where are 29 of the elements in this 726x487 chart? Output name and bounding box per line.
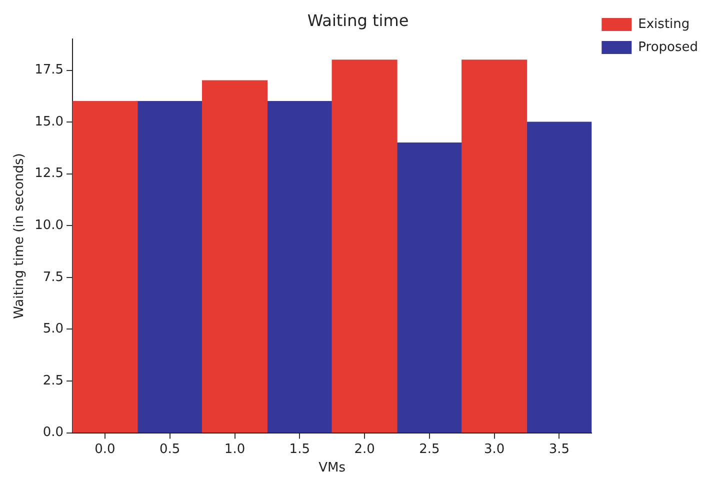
x-tick-label: 3.5: [548, 442, 570, 457]
x-tick-label: 1.5: [289, 442, 310, 457]
bar: [462, 60, 528, 433]
bar: [396, 142, 462, 433]
x-tick-label: 2.0: [354, 442, 375, 457]
bar: [332, 60, 398, 433]
bar: [137, 101, 203, 433]
y-tick-label: 15.0: [34, 114, 64, 130]
x-tick-label: 0.0: [94, 442, 116, 457]
y-tick-label: 0.0: [42, 425, 64, 440]
bar: [266, 101, 332, 433]
bar: [526, 122, 592, 433]
bar: [72, 101, 138, 433]
y-tick-label: 10.0: [34, 218, 64, 234]
y-tick-label: 7.5: [42, 270, 64, 285]
x-tick-label: 3.0: [484, 442, 505, 457]
y-tick-label: 2.5: [42, 373, 64, 388]
legend-label: Proposed: [638, 40, 698, 55]
x-tick-label: 1.0: [224, 442, 246, 457]
x-tick-label: 2.5: [419, 442, 440, 457]
legend-label: Existing: [638, 16, 690, 32]
y-tick-label: 12.5: [34, 166, 64, 182]
y-tick-label: 17.5: [34, 62, 64, 78]
chart-title: Waiting time: [307, 10, 409, 30]
y-tick-label: 5.0: [42, 322, 64, 337]
x-tick-label: 0.5: [160, 442, 180, 457]
bar: [202, 80, 268, 433]
x-axis-title: VMs: [318, 460, 346, 476]
y-axis-title: Waiting time (in seconds): [12, 153, 28, 319]
